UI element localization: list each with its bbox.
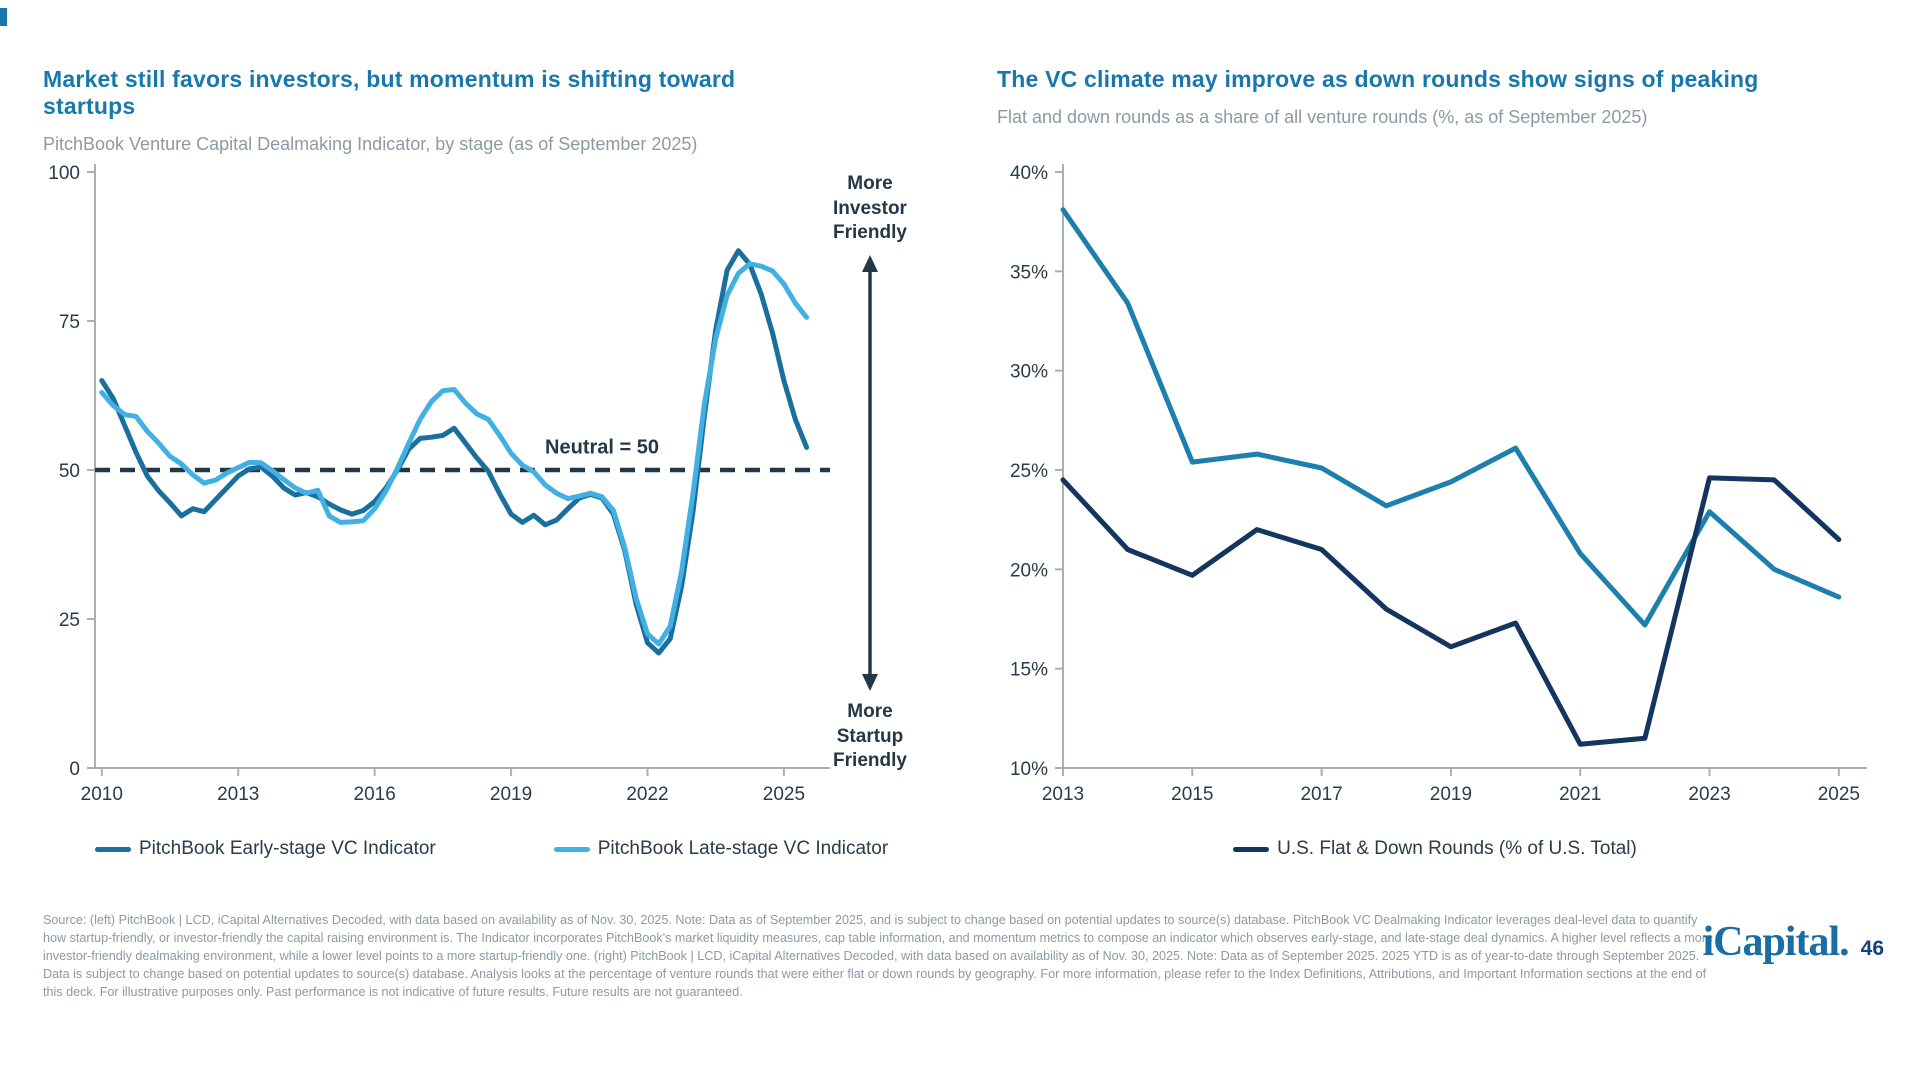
- svg-text:2022: 2022: [626, 784, 668, 805]
- late-stage-legend-label: PitchBook Late-stage VC Indicator: [597, 838, 889, 859]
- svg-text:0: 0: [69, 759, 80, 780]
- legend-item-us-flat-down: U.S. Flat & Down Rounds (% of U.S. Total…: [1233, 838, 1637, 860]
- vc-dealmaking-indicator-chart: 0 25 50 75 100 2010 2013 2016 2019 2022 2025 Neutra…: [48, 163, 830, 805]
- footnote-line: this deck. For illustrative purposes onl…: [43, 984, 743, 999]
- icapital-logo: iCapital.: [1702, 919, 1849, 965]
- brand-footer: iCapital. 46: [1702, 918, 1884, 966]
- svg-text:2017: 2017: [1300, 784, 1342, 805]
- more-investor-friendly-label: More Investor Friendly: [833, 173, 907, 244]
- svg-text:2013: 2013: [1042, 784, 1084, 805]
- us-flat-down-line-swatch: [1233, 846, 1270, 852]
- right-chart-legend: U.S. Flat & Down Rounds (% of U.S. Total…: [985, 838, 1885, 860]
- source-footnote: Source: (left) PitchBook | LCD, iCapital…: [43, 912, 1713, 1001]
- svg-text:75: 75: [59, 312, 80, 333]
- legend-item-early-stage: PitchBook Early-stage VC Indicator: [95, 838, 436, 860]
- svg-text:40%: 40%: [1010, 163, 1048, 184]
- svg-text:2015: 2015: [1171, 784, 1213, 805]
- right-chart-subtitle: Flat and down rounds as a share of all v…: [997, 107, 1648, 127]
- right-chart-title: The VC climate may improve as down round…: [997, 66, 1759, 92]
- svg-text:20%: 20%: [1010, 560, 1048, 581]
- svg-text:Neutral = 50: Neutral = 50: [545, 436, 659, 458]
- left-chart-subtitle: PitchBook Venture Capital Dealmaking Ind…: [43, 134, 698, 154]
- friendliness-annotation: More Investor Friendly More Startup Frie…: [800, 172, 940, 774]
- left-chart-title: Market still favors investors, but momen…: [43, 66, 736, 119]
- svg-text:2019: 2019: [1430, 784, 1472, 805]
- svg-text:35%: 35%: [1010, 262, 1048, 283]
- svg-text:2021: 2021: [1559, 784, 1601, 805]
- svg-text:2010: 2010: [81, 784, 123, 805]
- page-number: 46: [1860, 937, 1884, 960]
- footnote-line: investor-friendly dealmaking environment…: [43, 948, 1700, 963]
- left-chart-legend: PitchBook Early-stage VC Indicator Pitch…: [95, 838, 888, 860]
- early-stage-line-swatch: [95, 846, 131, 852]
- svg-text:100: 100: [48, 163, 80, 184]
- double-arrow-icon: [862, 255, 878, 692]
- svg-text:50: 50: [59, 461, 80, 482]
- svg-text:2013: 2013: [217, 784, 259, 805]
- svg-text:30%: 30%: [1010, 362, 1048, 383]
- svg-text:2016: 2016: [354, 784, 396, 805]
- late-stage-line-swatch: [553, 846, 590, 852]
- us-flat-down-legend-label: U.S. Flat & Down Rounds (% of U.S. Total…: [1277, 838, 1637, 859]
- flat-down-rounds-chart: 10% 15% 20% 25% 30% 35% 40% 2013 2015 2017 2019 202…: [1010, 163, 1867, 805]
- svg-text:2025: 2025: [1818, 784, 1860, 805]
- right-chart-panel: The VC climate may improve as down round…: [997, 66, 1777, 128]
- svg-text:2025: 2025: [763, 784, 805, 805]
- svg-text:2019: 2019: [490, 784, 532, 805]
- top-left-accent-mark: [0, 8, 7, 26]
- footnote-line: Data is subject to change based on poten…: [43, 966, 1707, 981]
- footnote-line: Source: (left) PitchBook | LCD, iCapital…: [43, 913, 1698, 927]
- footnote-line: how startup-friendly, or investor-friend…: [43, 930, 1713, 945]
- legend-item-late-stage: PitchBook Late-stage VC Indicator: [553, 838, 889, 860]
- svg-text:25: 25: [59, 610, 80, 631]
- svg-text:15%: 15%: [1010, 660, 1048, 681]
- more-startup-friendly-label: More Startup Friendly: [833, 701, 907, 772]
- svg-text:25%: 25%: [1010, 461, 1048, 482]
- early-stage-legend-label: PitchBook Early-stage VC Indicator: [139, 838, 436, 859]
- left-chart-panel: Market still favors investors, but momen…: [43, 66, 823, 155]
- svg-text:10%: 10%: [1010, 759, 1048, 780]
- svg-text:2023: 2023: [1688, 784, 1730, 805]
